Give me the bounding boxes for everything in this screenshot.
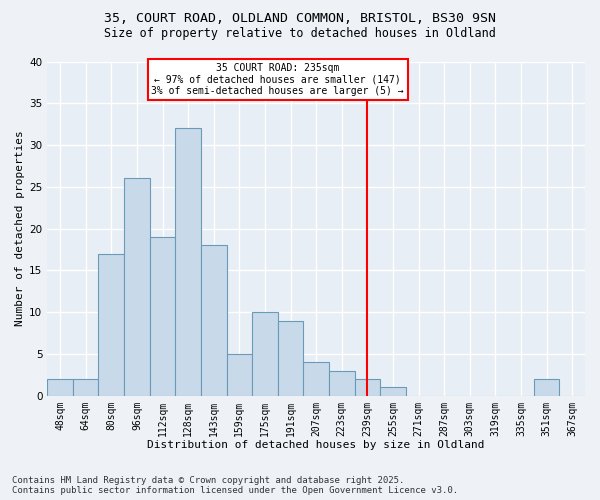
Bar — [98, 254, 124, 396]
Text: 35 COURT ROAD: 235sqm
← 97% of detached houses are smaller (147)
3% of semi-deta: 35 COURT ROAD: 235sqm ← 97% of detached … — [151, 63, 404, 96]
Bar — [252, 312, 278, 396]
Bar — [227, 354, 252, 396]
Bar — [278, 320, 304, 396]
Text: 35, COURT ROAD, OLDLAND COMMON, BRISTOL, BS30 9SN: 35, COURT ROAD, OLDLAND COMMON, BRISTOL,… — [104, 12, 496, 26]
Y-axis label: Number of detached properties: Number of detached properties — [15, 130, 25, 326]
Bar — [304, 362, 329, 396]
X-axis label: Distribution of detached houses by size in Oldland: Distribution of detached houses by size … — [148, 440, 485, 450]
Bar — [124, 178, 150, 396]
Bar — [355, 379, 380, 396]
Bar — [47, 379, 73, 396]
Bar — [175, 128, 201, 396]
Bar — [380, 388, 406, 396]
Bar — [73, 379, 98, 396]
Text: Size of property relative to detached houses in Oldland: Size of property relative to detached ho… — [104, 28, 496, 40]
Bar — [201, 246, 227, 396]
Bar — [150, 237, 175, 396]
Bar — [534, 379, 559, 396]
Text: Contains HM Land Registry data © Crown copyright and database right 2025.
Contai: Contains HM Land Registry data © Crown c… — [12, 476, 458, 495]
Bar — [329, 370, 355, 396]
